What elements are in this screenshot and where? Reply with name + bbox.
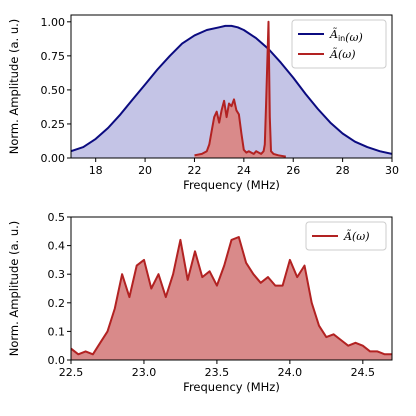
y-tick-label: 0.75 bbox=[41, 50, 66, 63]
y-tick-label: 0.4 bbox=[48, 240, 66, 253]
series-line-1 bbox=[71, 236, 392, 356]
x-tick-label: 23.5 bbox=[205, 366, 230, 379]
x-axis-label: Frequency (MHz) bbox=[183, 178, 280, 192]
x-axis-label: Frequency (MHz) bbox=[183, 380, 280, 394]
axes-frame bbox=[70, 216, 393, 361]
y-tick-label: 1.00 bbox=[41, 16, 66, 29]
y-tick-label: 0.3 bbox=[48, 268, 66, 281]
legend: Ã(ω) bbox=[305, 221, 387, 251]
chart-panel-1: 18 20 22 24 26 28 30 0.00 0.25 0.50 0.75 1.00 Freque… bbox=[7, 14, 399, 192]
series-line-2 bbox=[194, 20, 286, 158]
y-axis-label: Norm. Amplitude (a. u.) bbox=[7, 221, 21, 357]
legend: Ãin(ω) Ã(ω) bbox=[291, 19, 387, 69]
x-tick-label: 24.5 bbox=[351, 366, 376, 379]
x-tick-label: 26 bbox=[286, 164, 300, 177]
legend-label: Ãin(ω) bbox=[329, 27, 363, 44]
y-tick-label: 0.00 bbox=[41, 152, 66, 165]
series-area-1 bbox=[71, 25, 392, 158]
chart-panel-2: 22.5 23.0 23.5 24.0 24.5 0.0 0.1 0.2 0.3 0.4 0.5 Fr… bbox=[7, 211, 393, 394]
x-tick-label: 23.0 bbox=[132, 366, 157, 379]
series-area-2 bbox=[194, 21, 286, 158]
x-tick-label: 22.5 bbox=[59, 366, 84, 379]
y-tick-label: 0.2 bbox=[48, 297, 66, 310]
plot-area bbox=[71, 20, 392, 158]
legend-box bbox=[305, 221, 387, 251]
y-tick-label: 0.0 bbox=[48, 354, 66, 367]
y-tick-label: 0.5 bbox=[48, 211, 66, 224]
legend-box bbox=[291, 19, 387, 69]
y-tick-label: 0.25 bbox=[41, 118, 66, 131]
plot-area bbox=[71, 236, 392, 360]
legend-label: Ã(ω) bbox=[329, 47, 356, 61]
series-area-1 bbox=[71, 237, 392, 360]
legend-label: Ã(ω) bbox=[343, 229, 370, 243]
axes-frame bbox=[70, 14, 393, 159]
y-tick-label: 0.1 bbox=[48, 325, 66, 338]
x-tick-label: 18 bbox=[89, 164, 103, 177]
x-tick-label: 22 bbox=[187, 164, 201, 177]
x-tick-label: 30 bbox=[385, 164, 399, 177]
y-tick-label: 0.50 bbox=[41, 84, 66, 97]
series-line-1 bbox=[71, 24, 392, 155]
x-tick-label: 24.0 bbox=[278, 366, 303, 379]
x-tick-label: 28 bbox=[336, 164, 350, 177]
x-tick-label: 20 bbox=[138, 164, 152, 177]
y-axis-label: Norm. Amplitude (a. u.) bbox=[7, 19, 21, 155]
x-tick-label: 24 bbox=[237, 164, 251, 177]
